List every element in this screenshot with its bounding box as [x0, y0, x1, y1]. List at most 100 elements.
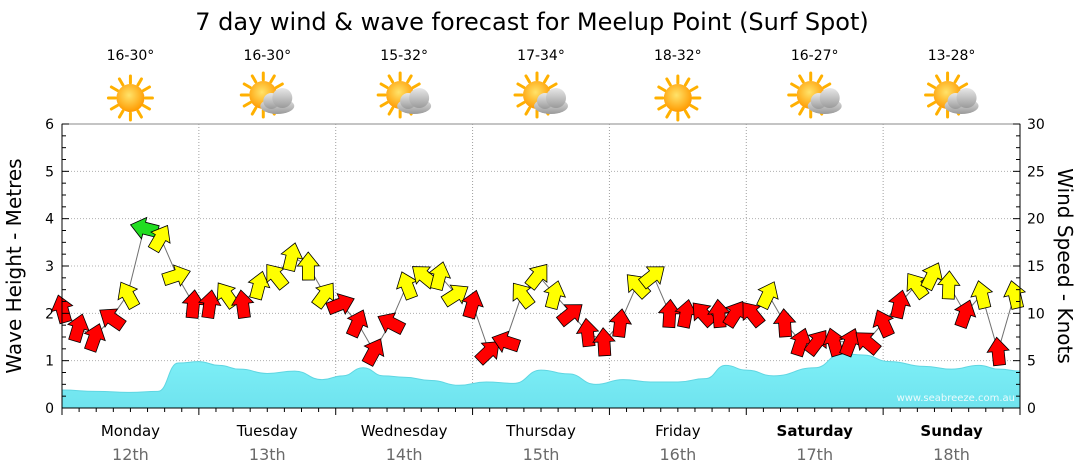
wind-arrow: [543, 280, 567, 310]
day-header: 16-30°: [239, 48, 295, 119]
day-headers: 16-30° 16-30° 15-32° 17-34° 18-32° 16-27° 13-2…: [106, 48, 979, 122]
wind-arrow: [937, 270, 961, 300]
wind-arrow: [772, 308, 797, 338]
wind-arrow: [986, 336, 1010, 367]
wind-arrow: [887, 289, 912, 320]
x-tick-label-day: Saturday: [777, 422, 854, 440]
day-header: 16-27°: [787, 48, 842, 119]
wind-arrow: [906, 273, 930, 301]
wind-arrow: [117, 281, 141, 311]
wind-arrows: [50, 216, 1027, 367]
wind-arrow: [592, 327, 616, 357]
y-tick-label-left: 1: [45, 354, 54, 370]
wind-arrow: [147, 224, 171, 254]
wind-arrow: [428, 261, 452, 291]
wind-arrow: [395, 271, 419, 301]
wind-arrow: [247, 270, 271, 301]
wave-area: [61, 353, 1021, 409]
x-tick-label-date: 15th: [523, 445, 560, 464]
wind-arrow: [99, 308, 127, 332]
y-tick-label-right: 30: [1027, 117, 1045, 133]
y-tick-label-left: 5: [45, 164, 54, 180]
wind-arrow: [198, 289, 222, 320]
x-tick-label-day: Sunday: [920, 422, 983, 440]
x-tick-label-date: 12th: [112, 445, 149, 464]
wind-speed-line: [61, 227, 1016, 354]
wind-arrow: [461, 289, 484, 320]
y-tick-label-right: 25: [1027, 164, 1045, 180]
x-tick-label-day: Monday: [101, 422, 160, 440]
wind-arrow: [524, 263, 548, 291]
wind-arrow: [970, 280, 994, 310]
cloud-icon: [534, 88, 568, 114]
day-header: 13-28°: [924, 48, 979, 119]
y-tick-label-left: 2: [45, 306, 54, 322]
wind-arrow: [756, 281, 779, 311]
wind-arrow: [491, 330, 522, 354]
watermark-text: www.seabreeze.com.au: [897, 393, 1015, 404]
wind-arrow: [440, 284, 469, 308]
y-tick-label-left: 4: [45, 212, 54, 228]
wind-arrow: [555, 304, 583, 328]
x-tick-label-day: Thursday: [505, 422, 576, 440]
day-temperature: 16-30°: [243, 48, 291, 64]
x-tick-label-date: 14th: [386, 445, 423, 464]
wind-arrow: [83, 323, 106, 353]
day-header: 18-32°: [654, 48, 702, 122]
wind-arrow: [345, 309, 369, 339]
wind-arrow: [66, 313, 90, 344]
wind-arrow: [512, 282, 536, 310]
axes: 0 1 2 3 4 5 6 0 5 10 15 20 25 30 Monday 12th Tuesday 13th…: [45, 117, 1045, 464]
x-tick-label-date: 16th: [659, 445, 696, 464]
wind-arrow: [855, 332, 882, 356]
y-tick-label-right: 10: [1027, 306, 1045, 322]
wind-arrow: [311, 282, 335, 310]
y-axis-label-right: Wind Speed - Knots: [1053, 168, 1077, 364]
wind-arrow: [325, 293, 355, 316]
wind-arrow: [872, 309, 895, 339]
day-temperature: 17-34°: [517, 48, 565, 64]
x-tick-label-date: 17th: [796, 445, 833, 464]
wind-arrow: [674, 298, 698, 329]
y-tick-label-left: 6: [45, 117, 54, 133]
wind-arrow: [1003, 280, 1027, 310]
y-tick-label-right: 20: [1027, 212, 1045, 228]
wind-arrow: [280, 242, 304, 273]
wind-arrow: [626, 274, 652, 300]
wind-arrow: [230, 289, 255, 319]
wind-arrow: [129, 216, 160, 240]
y-axis-label-left: Wave Height - Metres: [2, 158, 26, 373]
sun-icon: [106, 74, 154, 122]
sun-icon: [654, 74, 702, 122]
wave-height-area: [61, 353, 1021, 409]
day-temperature: 16-30°: [107, 48, 155, 64]
day-header: 16-30°: [106, 48, 155, 122]
wind-arrow: [657, 298, 682, 329]
wind-arrow: [575, 317, 600, 348]
cloud-icon: [944, 88, 979, 114]
day-temperature: 15-32°: [380, 48, 428, 64]
cloud-icon: [260, 88, 295, 114]
y-tick-label-right: 0: [1027, 401, 1036, 417]
wind-arrow: [637, 266, 665, 290]
wind-arrow: [266, 264, 290, 291]
wind-arrow: [608, 308, 633, 338]
day-header: 17-34°: [513, 48, 568, 119]
wind-arrow: [377, 312, 407, 336]
wind-arrow: [920, 262, 943, 292]
y-tick-label-left: 0: [45, 401, 54, 417]
wind-arrow: [474, 341, 500, 366]
x-tick-label-date: 18th: [933, 445, 970, 464]
wind-arrow: [161, 264, 191, 287]
wind-arrow: [742, 301, 766, 329]
day-temperature: 18-32°: [654, 48, 702, 64]
x-tick-label-date: 13th: [249, 445, 286, 464]
cloud-icon: [397, 88, 432, 114]
y-tick-label-right: 15: [1027, 259, 1045, 275]
wind-arrow: [181, 289, 206, 319]
x-tick-label-day: Friday: [655, 422, 701, 440]
day-temperature: 13-28°: [928, 48, 976, 64]
x-tick-label-day: Tuesday: [236, 422, 298, 440]
wind-arrow: [296, 251, 321, 281]
